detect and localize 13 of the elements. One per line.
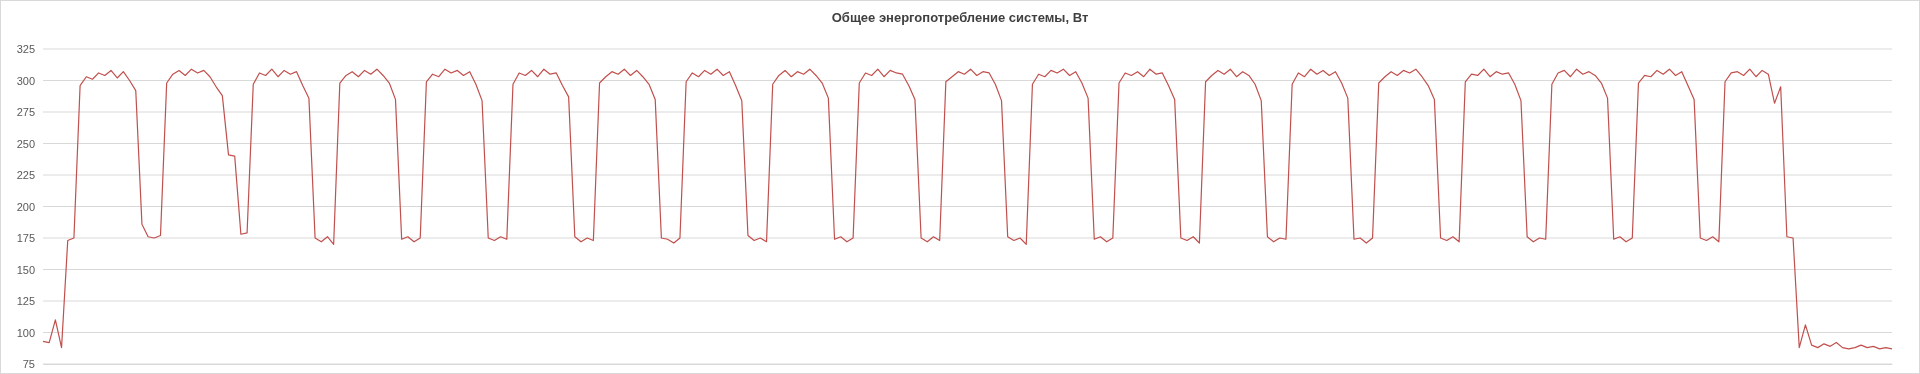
y-tick-label: 275	[16, 106, 35, 119]
y-tick-label: 325	[16, 43, 35, 56]
y-tick-label: 225	[16, 169, 35, 182]
chart-title: Общее энергопотребление системы, Вт	[831, 10, 1089, 25]
y-tick-label: 200	[16, 200, 35, 213]
y-tick-label: 75	[22, 358, 35, 371]
y-tick-label: 150	[16, 263, 35, 276]
y-tick-label: 100	[16, 326, 35, 339]
y-tick-label: 125	[16, 295, 35, 308]
y-tick-label: 300	[16, 74, 35, 87]
y-tick-label: 175	[16, 232, 35, 245]
y-tick-label: 250	[16, 137, 35, 150]
line-series	[42, 68, 1893, 350]
